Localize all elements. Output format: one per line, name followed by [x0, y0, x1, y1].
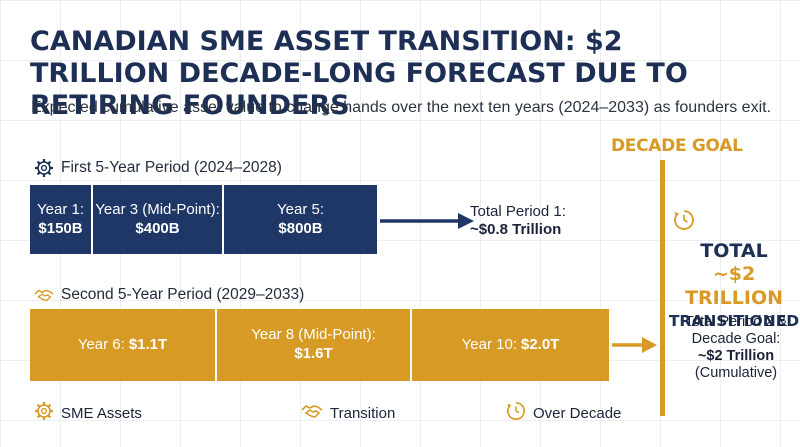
- footer-label: Over Decade: [533, 404, 622, 422]
- bar-year-5: Year 5: $800B: [224, 185, 377, 254]
- decade-goal-desc-value: ~$2 Trillion: [697, 348, 775, 364]
- decade-goal-desc-note: (Cumulative): [694, 365, 778, 381]
- decade-goal-line-1: TOTAL: [700, 240, 768, 262]
- handshake-icon: [34, 285, 54, 305]
- year-6-label: Year 6:: [77, 336, 125, 353]
- year-5-value: $800B: [278, 219, 323, 237]
- bar-year-1: Year 1: $150B: [30, 185, 91, 254]
- year-3-label: Year 3 (Mid-Point):: [95, 200, 220, 218]
- bar-year-8: Year 8 (Mid-Point): $1.6T: [217, 309, 410, 381]
- decade-goal-desc-label: Total Period 2 & Decade Goal:: [684, 314, 788, 347]
- decade-goal-line-3: TRANSITIONED: [668, 312, 800, 330]
- year-10-label: Year 10:: [461, 336, 517, 353]
- bar-year-3: Year 3 (Mid-Point): $400B: [93, 185, 222, 254]
- year-6-value: $1.1T: [128, 336, 168, 353]
- footer-label: SME Assets: [61, 404, 142, 422]
- gear-icon: [34, 158, 54, 178]
- period-1-label-text: First 5-Year Period (2024–2028): [61, 159, 282, 176]
- clock-icon: [673, 209, 695, 236]
- year-1-value: $150B: [38, 219, 83, 237]
- footer-label: Transition: [330, 404, 396, 422]
- period-1-total-value: ~$0.8 Trillion: [470, 221, 562, 238]
- segment-divider: [215, 309, 217, 381]
- page-subtitle: Expected cumulative asset value to chang…: [31, 99, 772, 116]
- handshake-icon: [301, 401, 323, 425]
- period-2-label: Second 5-Year Period (2029–2033): [34, 285, 304, 305]
- page-title: CANADIAN SME ASSET TRANSITION: $2 TRILLI…: [30, 26, 688, 121]
- footer-item-over-decade: Over Decade: [506, 401, 621, 425]
- period-2-arrow: [612, 337, 657, 353]
- year-10-value: $2.0T: [520, 336, 560, 353]
- clock-icon: [506, 401, 526, 425]
- year-1-label: Year 1:: [37, 200, 84, 218]
- bar-year-10: Year 10: $2.0T: [412, 309, 609, 381]
- year-5-label: Year 5:: [277, 200, 324, 218]
- period-2-bar: Year 6: $1.1T Year 8 (Mid-Point): $1.6T …: [30, 309, 609, 381]
- year-8-value: $1.6T: [294, 345, 333, 362]
- footer-item-transition: Transition: [301, 401, 395, 425]
- segment-divider: [410, 309, 412, 381]
- decade-goal-title: DECADE GOAL: [611, 136, 743, 156]
- bar-year-6: Year 6: $1.1T: [30, 309, 215, 381]
- footer-item-sme-assets: SME Assets: [34, 401, 142, 425]
- decade-goal-description: Total Period 2 & Decade Goal: ~$2 Trilli…: [676, 314, 796, 382]
- segment-divider: [91, 185, 93, 254]
- period-1-arrow: [380, 213, 474, 229]
- decade-goal-summary: TOTAL ~$2 TRILLION TRANSITIONED: [668, 240, 800, 332]
- segment-divider: [222, 185, 224, 254]
- decade-goal-line-2: ~$2 TRILLION: [685, 263, 783, 309]
- period-1-label: First 5-Year Period (2024–2028): [34, 158, 282, 178]
- period-1-bar: Year 1: $150B Year 3 (Mid-Point): $400B …: [30, 185, 377, 254]
- period-1-total-label: Total Period 1:: [470, 203, 566, 220]
- year-3-value: $400B: [135, 219, 180, 237]
- period-1-total: Total Period 1: ~$0.8 Trillion: [470, 203, 566, 239]
- gear-icon: [34, 401, 54, 425]
- year-8-label: Year 8 (Mid-Point):: [251, 326, 376, 343]
- decade-goal-line: [660, 160, 665, 416]
- period-2-label-text: Second 5-Year Period (2029–2033): [61, 286, 305, 303]
